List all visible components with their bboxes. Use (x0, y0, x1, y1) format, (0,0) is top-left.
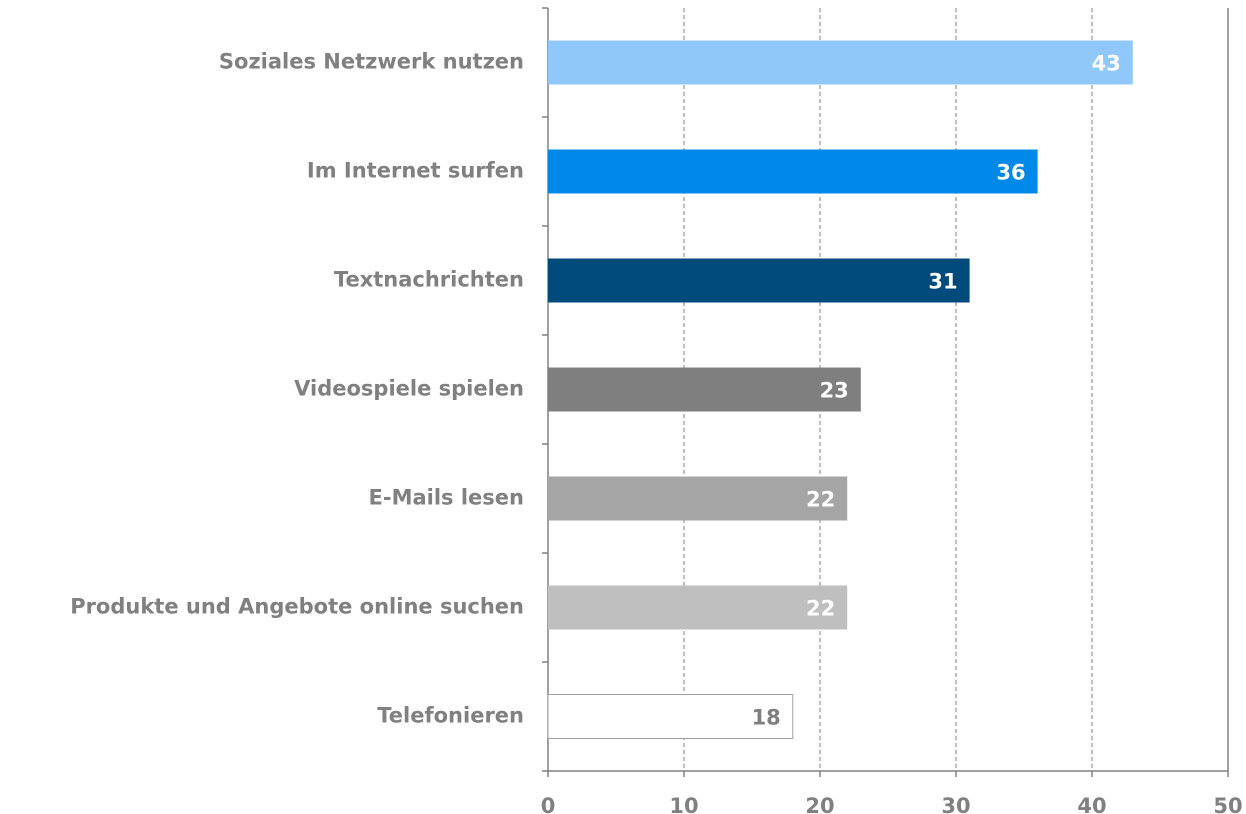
value-label: 23 (820, 379, 849, 403)
value-label: 22 (806, 488, 835, 512)
y-tick-label: Produkte und Angebote online suchen (70, 595, 524, 619)
y-tick-label: Soziales Netzwerk nutzen (219, 50, 524, 74)
value-label: 43 (1092, 52, 1121, 76)
bar (548, 258, 970, 303)
bar (548, 149, 1038, 194)
x-tick-label: 30 (941, 794, 970, 814)
bar (548, 40, 1133, 85)
value-label: 18 (752, 706, 781, 730)
x-tick-label: 0 (541, 794, 556, 814)
x-tick-label: 50 (1213, 794, 1242, 814)
x-tick-label: 40 (1077, 794, 1106, 814)
value-label: 22 (806, 597, 835, 621)
bar (548, 367, 861, 412)
x-tick-label: 10 (669, 794, 698, 814)
bar (548, 585, 848, 630)
y-tick-label: Videospiele spielen (294, 377, 524, 401)
y-tick-label: Textnachrichten (334, 268, 524, 292)
y-tick-label: Telefonieren (377, 704, 524, 728)
value-label: 31 (928, 270, 957, 294)
bar (548, 476, 848, 521)
x-tick-label: 20 (805, 794, 834, 814)
bar (547, 694, 794, 739)
y-tick-label: Im Internet surfen (307, 159, 524, 183)
value-label: 36 (996, 161, 1025, 185)
y-tick-label: E-Mails lesen (369, 486, 524, 510)
